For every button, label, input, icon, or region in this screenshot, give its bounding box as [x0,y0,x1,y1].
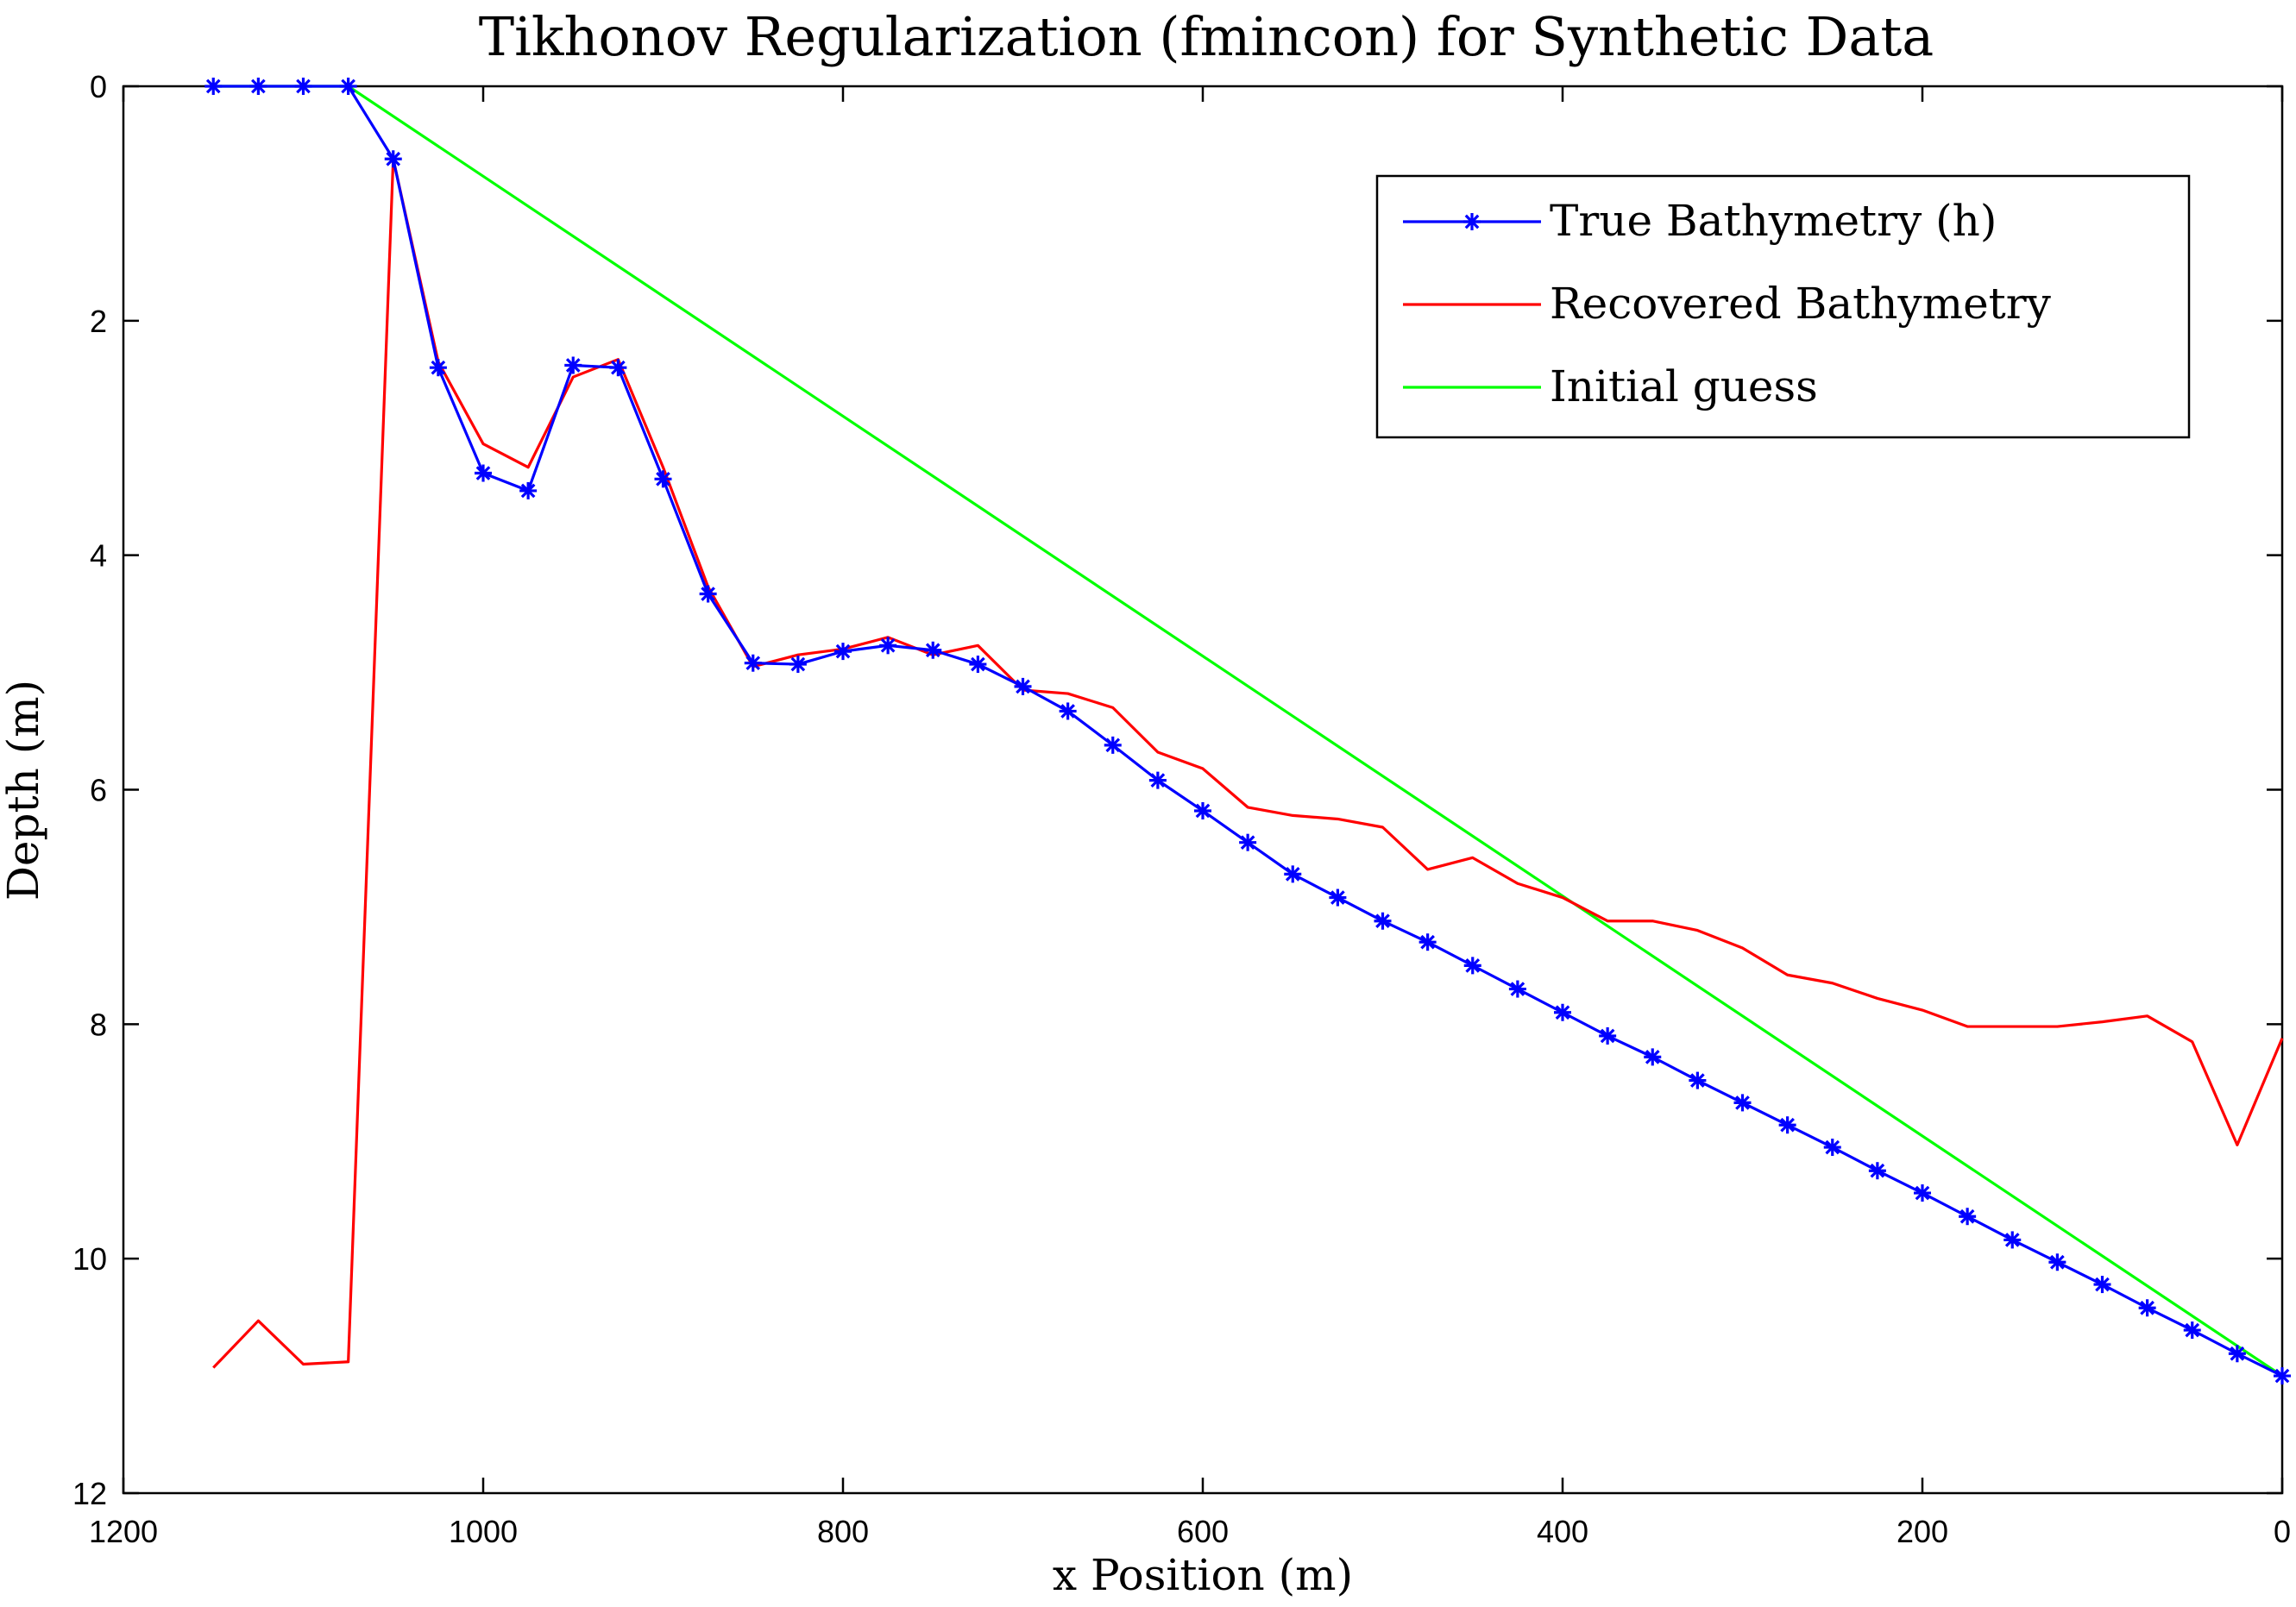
data-point [1554,1003,1571,1021]
data-point [1239,833,1257,851]
data-point [1284,865,1302,883]
legend: True Bathymetry (h) Recovered Bathymetry I… [1375,174,2191,439]
legend-item: Recovered Bathymetry [1403,279,2052,329]
data-point [834,643,852,661]
y-tick-label: 6 [90,773,107,808]
data-point [339,78,357,95]
data-point [1599,1026,1617,1045]
y-tick-label: 8 [90,1007,107,1042]
data-point [1959,1208,1977,1226]
series-true-bathymetry-h [204,78,2291,1385]
data-point [1104,736,1122,754]
y-tick-label: 0 [90,69,107,104]
y-axis-label: Depth (m) [0,680,48,901]
data-point [609,359,627,377]
y-tick-label: 2 [90,304,107,339]
data-point [564,356,582,374]
series-layer [204,78,2291,1385]
data-point [1823,1139,1841,1157]
data-point [744,654,762,672]
data-point [924,641,942,659]
data-point [1914,1184,1931,1202]
legend-label: Initial guess [1550,361,1818,411]
data-point [2003,1231,2022,1249]
x-tick-label: 1200 [89,1514,158,1549]
data-point [1778,1116,1796,1134]
data-point [475,464,492,482]
data-point [1194,801,1211,819]
data-point [1374,912,1392,930]
data-point [1644,1048,1662,1066]
data-point [249,78,267,95]
data-point [2048,1253,2066,1271]
data-point [1868,1162,1886,1180]
data-point [1689,1071,1707,1089]
data-point [1463,213,1481,230]
legend-item: True Bathymetry (h) [1403,196,1997,246]
data-point [1059,702,1077,720]
data-point [429,359,447,377]
y-tick-label: 10 [72,1241,107,1277]
x-tick-label: 400 [1537,1514,1588,1549]
data-point [204,78,223,95]
y-ticks: 0 2 4 6 8 10 12 [72,69,2282,1511]
x-tick-label: 200 [1897,1514,1948,1549]
data-point [789,656,807,674]
x-tick-label: 600 [1177,1514,1229,1549]
x-tick-label: 0 [2274,1514,2291,1549]
y-tick-label: 4 [90,538,107,574]
legend-label: True Bathymetry (h) [1550,196,1997,246]
legend-entries: True Bathymetry (h) Recovered Bathymetry I… [1403,196,2052,411]
data-point [1329,888,1347,907]
data-point [2228,1345,2246,1363]
data-point [1418,933,1437,951]
data-point [2183,1321,2201,1340]
data-point [2138,1299,2156,1317]
data-point [969,656,987,674]
data-point [879,637,897,655]
data-point [1733,1094,1752,1112]
legend-label: Recovered Bathymetry [1550,279,2052,329]
data-point [294,78,312,95]
x-axis-label: x Position (m) [1053,1550,1353,1600]
data-point [1463,957,1481,975]
data-point [2274,1367,2291,1385]
x-tick-label: 800 [817,1514,869,1549]
data-point [519,481,538,499]
legend-item: Initial guess [1403,361,1818,411]
data-point [2093,1276,2111,1294]
chart-title: Tikhonov Regularization (fmincon) for Sy… [479,5,1934,68]
data-point [1014,677,1032,695]
data-point [1508,980,1526,998]
x-ticks: 1200 1000 800 600 400 200 0 [89,86,2291,1549]
data-point [699,585,717,603]
data-point [384,150,402,168]
legend-box [1375,174,2191,439]
y-tick-label: 12 [72,1476,107,1511]
data-point [1148,771,1167,789]
data-point [654,470,672,488]
x-tick-label: 1000 [449,1514,518,1549]
